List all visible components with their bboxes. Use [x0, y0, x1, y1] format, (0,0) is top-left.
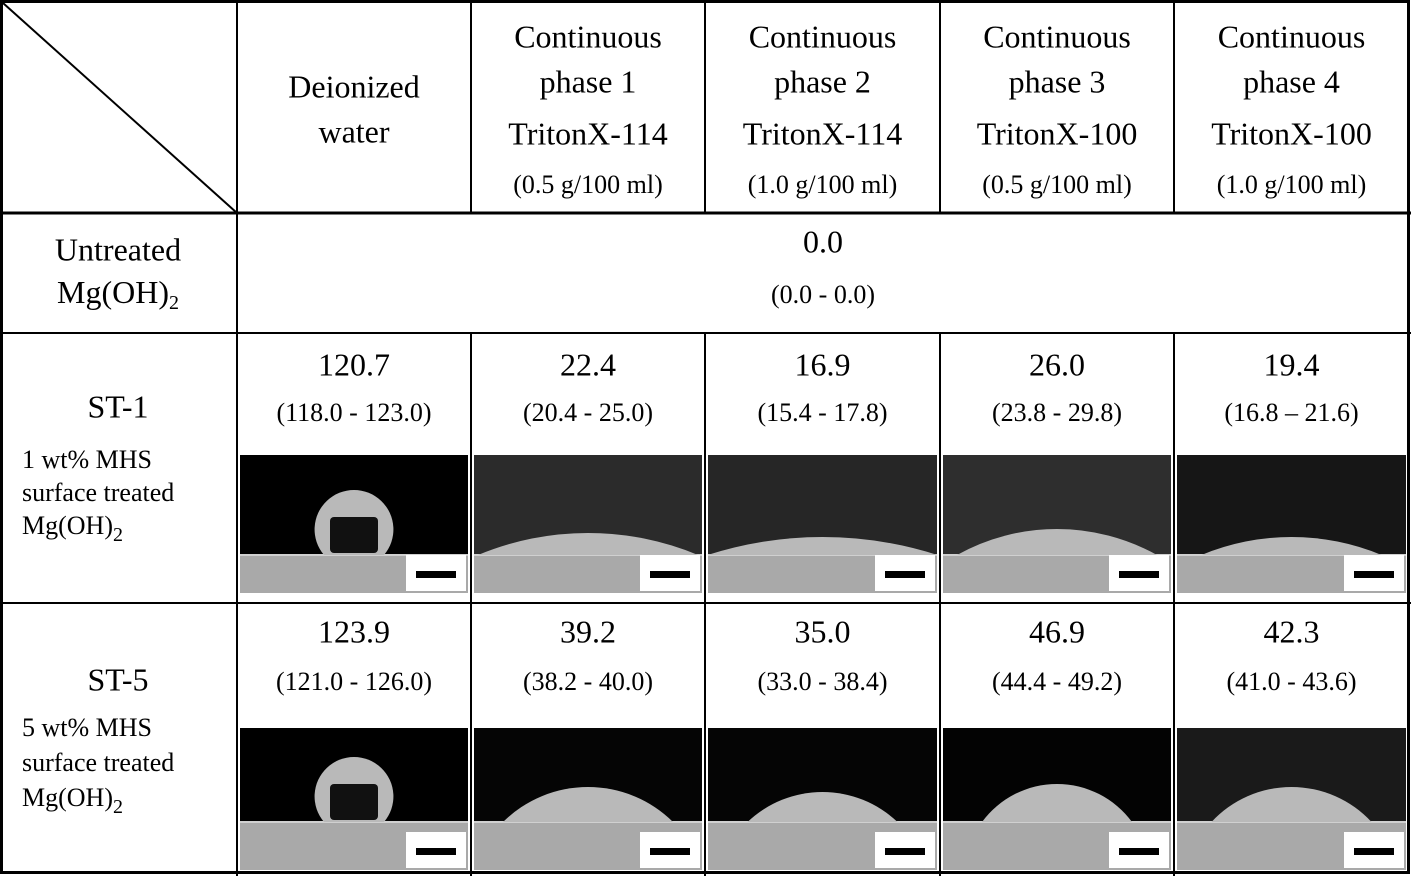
formula-text: Mg(OH) [57, 274, 169, 310]
cell-value: 46.9 [1029, 613, 1085, 649]
cell-value: 19.4 [1264, 346, 1320, 382]
scale-bar [1119, 571, 1159, 578]
cell-range: (0.0 - 0.0) [771, 280, 875, 309]
cell-range: (20.4 - 25.0) [523, 398, 653, 427]
header-text: phase 4 [1243, 63, 1340, 99]
cell-range: (121.0 - 126.0) [276, 667, 432, 696]
diagonal [3, 3, 237, 213]
cell-value: 120.7 [318, 346, 390, 382]
row-description: 1 wt% MHS [22, 445, 152, 474]
row-label: ST-1 [87, 388, 148, 424]
cell-range: (41.0 - 43.6) [1227, 667, 1357, 696]
header-text: Continuous [749, 18, 897, 54]
header-text: Continuous [514, 18, 662, 54]
formula-subscript: 2 [169, 292, 179, 314]
header-text: TritonX-114 [743, 115, 902, 151]
header-concentration: (0.5 g/100 ml) [513, 170, 663, 199]
contact-angle-table: Deionized water Continuous phase 1 TritonX-1… [0, 0, 1411, 876]
header-concentration: (0.5 g/100 ml) [982, 170, 1132, 199]
header-text: phase 2 [774, 63, 871, 99]
table-text: Deionized water Continuous phase 1 TritonX-1… [22, 18, 1372, 817]
cell-value: 16.9 [795, 346, 851, 382]
header-text: water [318, 113, 389, 149]
cell-range: (38.2 - 40.0) [523, 667, 653, 696]
row-label: Untreated [55, 231, 181, 267]
scale-bar [885, 571, 925, 578]
header-concentration: (1.0 g/100 ml) [748, 170, 898, 199]
formula: Mg(OH)2 [57, 274, 179, 313]
cell-range: (44.4 - 49.2) [992, 667, 1122, 696]
cell-range: (16.8 – 21.6) [1224, 398, 1358, 427]
row-description: 5 wt% MHS [22, 713, 152, 742]
header-text: Continuous [983, 18, 1131, 54]
row-description: surface treated [22, 748, 174, 777]
cell-range: (118.0 - 123.0) [276, 398, 431, 427]
header-text: Continuous [1218, 18, 1366, 54]
scale-bar [650, 848, 690, 855]
scale-bar [1119, 848, 1159, 855]
cell-range: (33.0 - 38.4) [758, 667, 888, 696]
formula-subscript: 2 [113, 796, 123, 818]
cell-value: 0.0 [803, 223, 843, 259]
cell-value: 26.0 [1029, 346, 1085, 382]
row-description: surface treated [22, 478, 174, 507]
droplet-shadow [330, 784, 378, 820]
scale-bar [416, 571, 456, 578]
header-text: TritonX-100 [1211, 115, 1372, 151]
formula: Mg(OH)2 [22, 783, 123, 818]
formula-subscript: 2 [113, 524, 123, 546]
droplet-shadow [330, 517, 378, 553]
formula-text: Mg(OH) [22, 511, 113, 540]
cell-range: (23.8 - 29.8) [992, 398, 1122, 427]
row-label: ST-5 [87, 661, 148, 697]
header-text: TritonX-114 [508, 115, 667, 151]
scale-bar [885, 848, 925, 855]
cell-value: 39.2 [560, 613, 616, 649]
header-text: TritonX-100 [977, 115, 1138, 151]
header-text: phase 1 [540, 63, 637, 99]
header-text: phase 3 [1009, 63, 1106, 99]
header-concentration: (1.0 g/100 ml) [1217, 170, 1367, 199]
formula-text: Mg(OH) [22, 783, 113, 812]
scale-bar [650, 571, 690, 578]
droplet-images [240, 455, 1406, 870]
header-text: Deionized [288, 68, 420, 104]
scale-bar [1354, 571, 1394, 578]
scale-bar [1354, 848, 1394, 855]
formula: Mg(OH)2 [22, 511, 123, 546]
cell-range: (15.4 - 17.8) [758, 398, 888, 427]
cell-value: 123.9 [318, 613, 390, 649]
cell-value: 35.0 [795, 613, 851, 649]
cell-value: 42.3 [1264, 613, 1320, 649]
cell-value: 22.4 [560, 346, 616, 382]
scale-bar [416, 848, 456, 855]
